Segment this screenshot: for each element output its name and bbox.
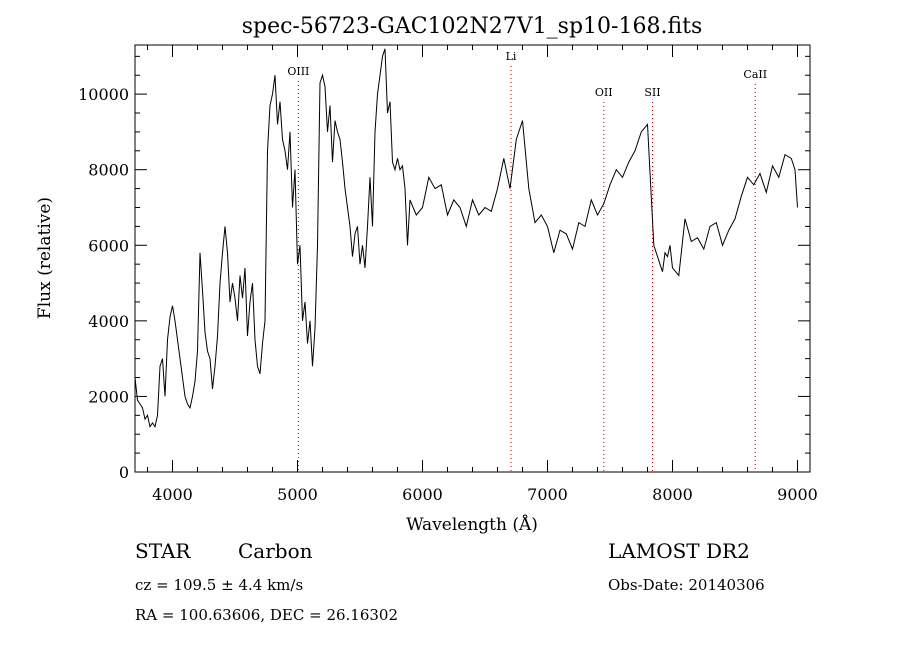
y-tick-label: 6000 xyxy=(88,236,129,255)
x-axis-ticks: 4000 5000 6000 7000 8000 9000 xyxy=(147,45,818,504)
x-tick-label: 5000 xyxy=(277,485,318,504)
y-axis-ticks: 0 2000 4000 6000 8000 10000 xyxy=(78,55,810,482)
marker-label-sii: SII xyxy=(644,86,660,99)
x-tick-label: 9000 xyxy=(777,485,818,504)
y-axis-label: Flux (relative) xyxy=(35,197,55,319)
emission-line-markers: OIII Li OII SII CaII xyxy=(287,50,767,472)
object-class: STAR xyxy=(135,539,191,563)
spectrum-line xyxy=(134,48,798,428)
x-tick-label: 8000 xyxy=(652,485,693,504)
y-tick-label: 2000 xyxy=(88,387,129,406)
observation-date: Obs-Date: 20140306 xyxy=(608,576,765,594)
coordinates: RA = 100.63606, DEC = 26.16302 xyxy=(135,606,398,624)
y-tick-label: 10000 xyxy=(78,85,129,104)
chart-title: spec-56723-GAC102N27V1_sp10-168.fits xyxy=(242,14,703,39)
y-tick-label: 0 xyxy=(119,463,129,482)
redshift-cz: cz = 109.5 ± 4.4 km/s xyxy=(135,576,303,594)
y-tick-label: 4000 xyxy=(88,312,129,331)
marker-label-caii: CaII xyxy=(743,68,767,81)
x-tick-label: 4000 xyxy=(152,485,193,504)
marker-label-oii: OII xyxy=(595,86,613,99)
marker-label-oiii: OIII xyxy=(287,65,309,78)
survey-name: LAMOST DR2 xyxy=(608,539,750,563)
plot-frame xyxy=(134,44,811,473)
object-subclass: Carbon xyxy=(238,539,313,563)
y-tick-label: 8000 xyxy=(88,161,129,180)
x-tick-label: 7000 xyxy=(527,485,568,504)
x-tick-label: 6000 xyxy=(402,485,443,504)
x-axis-label: Wavelength (Å) xyxy=(406,514,538,535)
marker-label-li: Li xyxy=(506,50,517,63)
